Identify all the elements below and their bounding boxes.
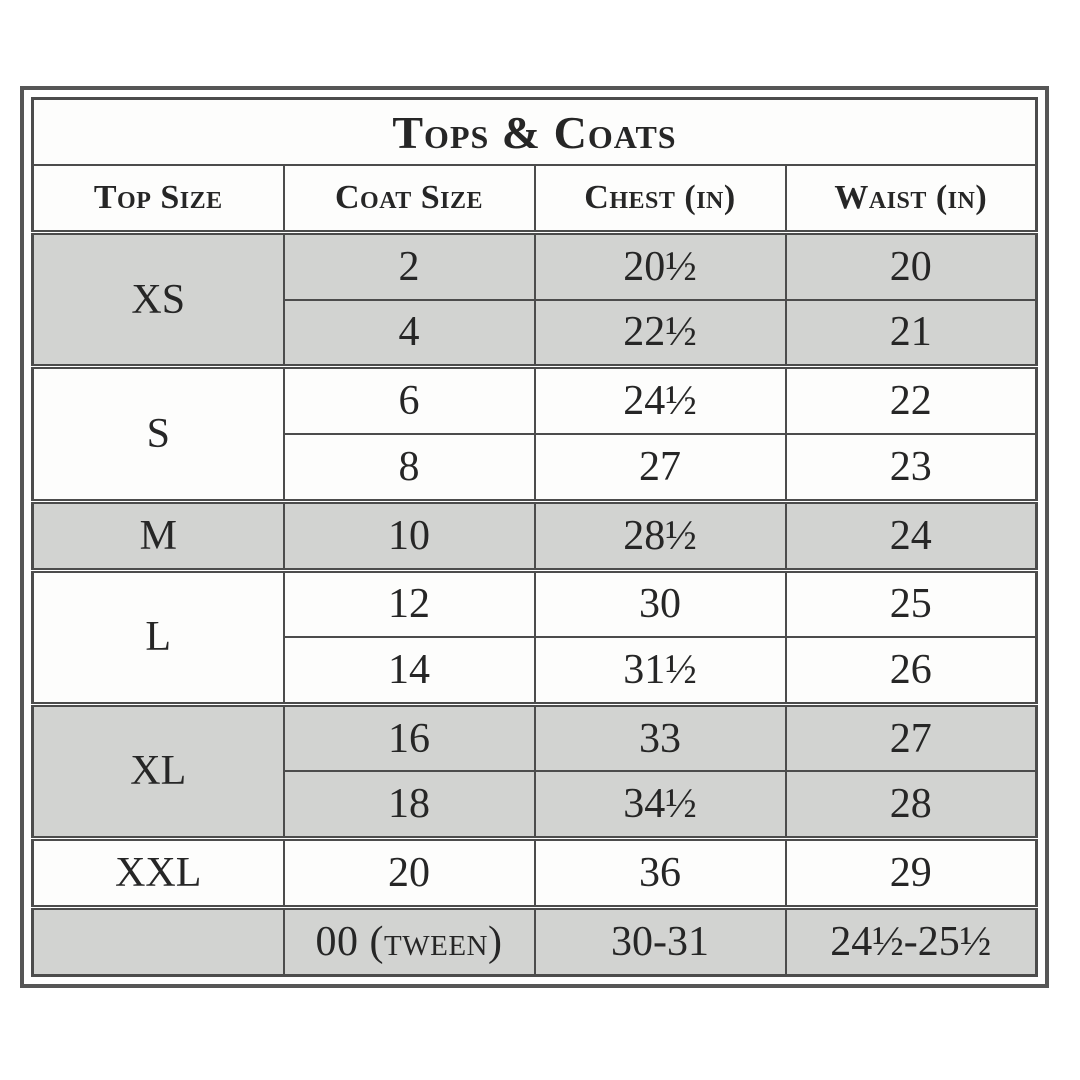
top-size-cell: XS <box>31 231 285 368</box>
size-group-xl: XL 16 33 27 18 34½ 28 <box>31 703 1038 840</box>
table-row: XS 2 20½ 20 <box>31 231 1038 368</box>
table-row: 00 (tween) 30-31 24½-25½ <box>31 906 1038 977</box>
top-size-cell: XL <box>31 703 285 840</box>
chest-cell: 31½ <box>533 636 787 706</box>
coat-size-cell: 12 <box>282 569 536 639</box>
waist-cell: 25 <box>784 569 1038 639</box>
table-head: Tops & Coats Top Size Coat Size Chest (i… <box>31 97 1038 234</box>
coat-size-cell: 18 <box>282 770 536 840</box>
waist-cell: 28 <box>784 770 1038 840</box>
coat-size-cell: 6 <box>282 365 536 435</box>
waist-cell: 22 <box>784 365 1038 435</box>
size-chart-table: Tops & Coats Top Size Coat Size Chest (i… <box>31 97 1038 977</box>
waist-cell: 29 <box>784 837 1038 909</box>
chest-cell: 20½ <box>533 231 787 301</box>
waist-cell: 23 <box>784 432 1038 503</box>
chest-cell: 27 <box>533 432 787 503</box>
top-size-cell: S <box>31 365 285 503</box>
chest-cell: 22½ <box>533 298 787 368</box>
coat-size-cell: 4 <box>282 298 536 368</box>
chest-cell: 34½ <box>533 770 787 840</box>
size-group-s: S 6 24½ 22 8 27 23 <box>31 365 1038 503</box>
table-row: M 10 28½ 24 <box>31 499 1038 572</box>
column-header-waist: Waist (in) <box>784 164 1038 234</box>
coat-size-cell: 00 (tween) <box>282 906 536 977</box>
table-row: 14 31½ 26 <box>33 636 1038 706</box>
waist-cell: 24 <box>784 499 1038 572</box>
top-size-cell: L <box>31 569 285 706</box>
title-row: Tops & Coats <box>31 97 1038 166</box>
table-row: 4 22½ 21 <box>33 298 1038 368</box>
chest-cell: 28½ <box>533 499 787 572</box>
header-row: Top Size Coat Size Chest (in) Waist (in) <box>31 164 1038 234</box>
waist-cell: 21 <box>784 298 1038 368</box>
coat-size-cell: 20 <box>282 837 536 909</box>
chest-cell: 24½ <box>533 365 787 435</box>
chest-cell: 33 <box>533 703 787 773</box>
top-size-cell: XXL <box>31 837 285 909</box>
coat-size-cell: 14 <box>282 636 536 706</box>
table-row: XXL 20 36 29 <box>31 837 1038 909</box>
waist-cell: 26 <box>784 636 1038 706</box>
size-group-m: M 10 28½ 24 <box>31 499 1038 572</box>
table-row: 18 34½ 28 <box>33 770 1038 840</box>
waist-cell: 24½-25½ <box>784 906 1038 977</box>
table-title: Tops & Coats <box>31 97 1038 166</box>
table-row: 8 27 23 <box>33 432 1038 503</box>
size-group-l: L 12 30 25 14 31½ 26 <box>31 569 1038 706</box>
coat-size-cell: 10 <box>282 499 536 572</box>
size-group-xxl: XXL 20 36 29 <box>31 837 1038 909</box>
table-row: S 6 24½ 22 <box>31 365 1038 503</box>
waist-cell: 20 <box>784 231 1038 301</box>
top-size-cell: M <box>31 499 285 572</box>
column-header-coat-size: Coat Size <box>282 164 536 234</box>
column-header-top-size: Top Size <box>31 164 285 234</box>
top-size-cell <box>31 906 285 977</box>
chest-cell: 30-31 <box>533 906 787 977</box>
table-row: L 12 30 25 <box>31 569 1038 706</box>
waist-cell: 27 <box>784 703 1038 773</box>
chest-cell: 30 <box>533 569 787 639</box>
chest-cell: 36 <box>533 837 787 909</box>
column-header-chest: Chest (in) <box>533 164 787 234</box>
coat-size-cell: 16 <box>282 703 536 773</box>
size-group-xs: XS 2 20½ 20 4 22½ 21 <box>31 231 1038 368</box>
table-row: XL 16 33 27 <box>31 703 1038 840</box>
size-group-tween: 00 (tween) 30-31 24½-25½ <box>31 906 1038 977</box>
coat-size-cell: 2 <box>282 231 536 301</box>
size-chart-frame: Tops & Coats Top Size Coat Size Chest (i… <box>20 86 1049 988</box>
coat-size-cell: 8 <box>282 432 536 503</box>
